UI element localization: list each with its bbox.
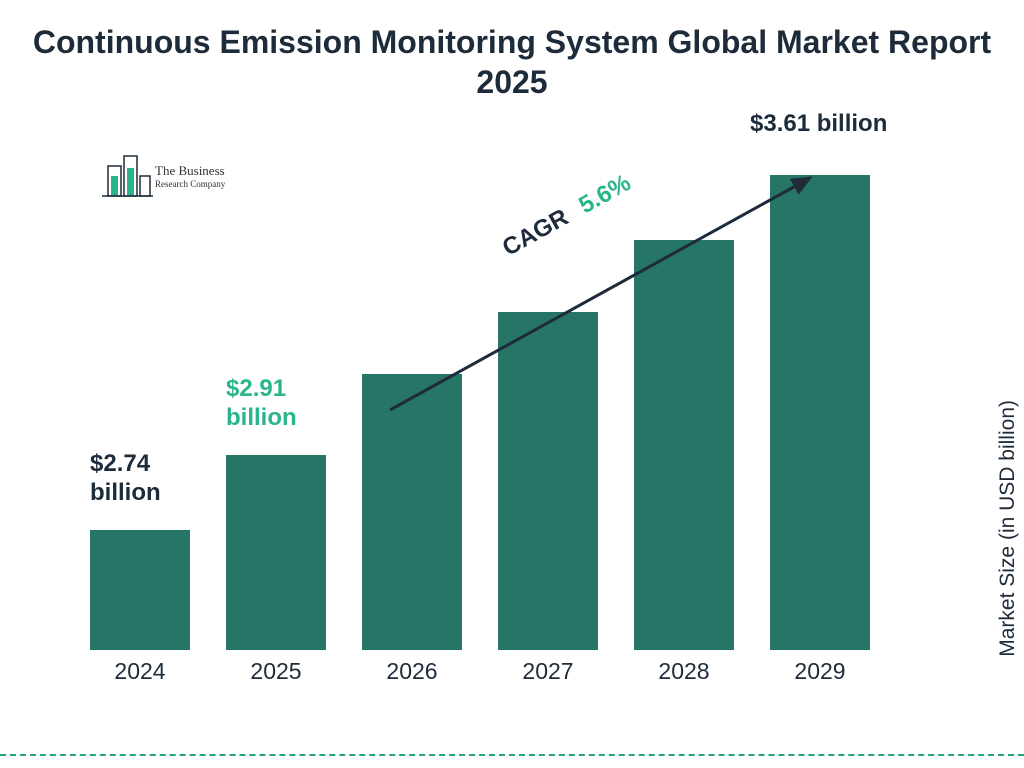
xaxis-label-2029: 2029: [770, 658, 870, 685]
data-label-2025: $2.91 billion: [226, 375, 326, 433]
data-label-2029: $3.61 billion: [750, 110, 887, 139]
bar-2028: [634, 240, 734, 650]
bottom-dashed-divider: [0, 754, 1024, 756]
xaxis-label-2027: 2027: [498, 658, 598, 685]
bar-2027: [498, 312, 598, 650]
bar-2024: [90, 530, 190, 650]
xaxis-label-2024: 2024: [90, 658, 190, 685]
xaxis-label-2025: 2025: [226, 658, 326, 685]
cagr-text: CAGR: [498, 204, 573, 262]
xaxis-label-2026: 2026: [362, 658, 462, 685]
cagr-value: 5.6%: [574, 169, 635, 219]
bar-2029: [770, 175, 870, 650]
cagr-label: CAGR 5.6%: [498, 169, 636, 262]
chart-title: Continuous Emission Monitoring System Gl…: [0, 22, 1024, 102]
bar-chart: 2024 2025 2026 2027 2028 2029 $2.74 bill…: [90, 130, 910, 690]
bar-2025: [226, 455, 326, 650]
data-label-2024: $2.74 billion: [90, 450, 190, 508]
yaxis-label: Market Size (in USD billion): [996, 400, 1020, 657]
bar-2026: [362, 374, 462, 650]
xaxis-label-2028: 2028: [634, 658, 734, 685]
